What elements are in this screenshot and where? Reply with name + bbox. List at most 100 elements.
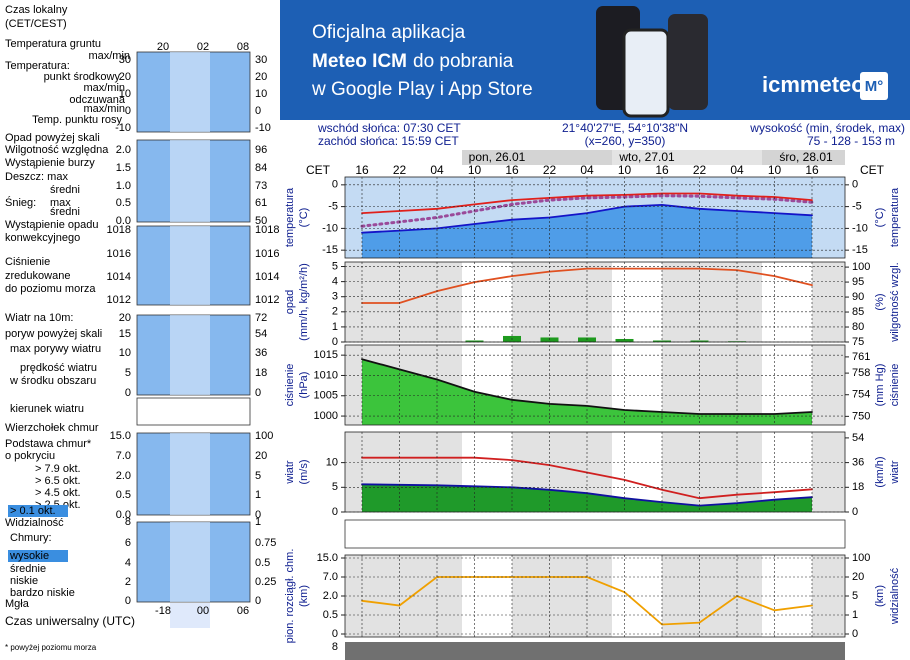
mini-tick-label: 0 [255,105,261,117]
axis-title: wiatr [889,460,901,485]
legend-text: Chmury: [10,532,52,544]
mini-tick-label: 84 [255,162,267,174]
axis-title: ciśnienie [284,364,296,407]
legend-text: (CET/CEST) [5,18,67,30]
mini-tick-label: 0.25 [255,576,276,588]
night-band [662,432,762,512]
elevation-label: wysokość (min, środek, max) [749,121,905,135]
y2-tick-label: 758 [852,367,870,379]
y-tick-label: -10 [322,222,338,234]
date-band [462,150,612,165]
sunrise: wschód słońca: 07:30 CET [317,121,461,135]
mini-tick-label: 1014 [255,271,279,283]
panel-frame [344,261,846,343]
mini-tick-label: 1.5 [116,162,131,174]
mini-tick-label: 0.5 [116,197,131,209]
x-tick-label: 16 [655,163,669,177]
y-tick-label: 1 [332,321,338,333]
mini-tick-label: 20 [119,312,131,324]
mini-tick-label: 1012 [255,294,279,306]
mini-day [170,52,210,132]
mini-tick-label: 0.75 [255,537,276,549]
night-band [812,262,845,342]
mini-tick-label: 0.0 [116,509,131,521]
mini-tick-label: 30 [255,54,267,66]
legend-text: Czas uniwersalny (UTC) [5,614,135,628]
mini-tick-label: 1018 [107,224,131,236]
mini-tick-label: 0 [255,595,261,607]
panel-frame [344,431,846,513]
mini-day [170,315,210,395]
y2-tick-label: 100 [852,552,870,564]
night-band [662,262,762,342]
mini-tick-label: 0.5 [116,489,131,501]
sunset: zachód słońca: 15:59 CET [318,134,459,148]
mini-tick-label: 18 [255,367,267,379]
legend-text: średni [50,206,80,218]
legend-text: Temp. punktu rosy [32,114,122,126]
y-tick-label: 2 [332,306,338,318]
mini-tick-label: 1016 [107,248,131,260]
y-tick-label: -5 [328,201,338,213]
axis-title: (km) [298,585,310,607]
legend-text: Widzialność [5,517,64,529]
legend-text: Wierzchołek chmur [5,422,99,434]
night-band [512,262,612,342]
utc-hour: 06 [237,605,249,617]
y2-tick-label: 5 [852,590,858,602]
legend-text: Czas lokalny [5,4,68,16]
mini-tick-label: 20 [119,71,131,83]
legend-text: Podstawa chmur* [5,438,92,450]
banner-text: w Google Play i App Store [311,79,533,100]
axis-title: ciśnienie [889,364,901,407]
mini-tick-label: 4 [125,557,131,569]
y2-tick-label: 750 [852,410,870,422]
y-tick-label: 3 [332,291,338,303]
x-tick-label: 22 [693,163,707,177]
banner[interactable] [280,0,910,120]
x-tick-label: 04 [730,163,744,177]
x-tick-label: 04 [430,163,444,177]
date-band [612,150,762,165]
mini-tick-label: 20 [255,71,267,83]
y2-tick-label: 0 [852,179,858,191]
legend-text: zredukowane [5,270,70,282]
axis-title: widzialność [889,567,901,625]
y2-tick-label: 0 [852,628,858,640]
mini-tick-label: 0 [255,509,261,521]
mini-tick-label: 30 [119,54,131,66]
mini-tick-label: 50 [255,215,267,227]
mini-tick-label: 0 [255,387,261,399]
axis-title: temperatura [889,187,901,247]
bar [653,340,671,342]
mini-tick-label: 1 [255,489,261,501]
mini-tick-label: 5 [255,470,261,482]
legend-text: > 6.5 okt. [35,475,81,487]
x-tick-label: 10 [468,163,482,177]
grid-coords: (x=260, y=350) [585,134,666,148]
area [362,359,812,425]
y2-tick-label: 761 [852,351,870,363]
logo-badge: M° [865,78,884,95]
legend-text: odczuwana [69,94,126,106]
mini-tick-label: -10 [255,122,271,134]
panel-frame [344,344,846,426]
local-hour: 02 [197,41,209,53]
mini-tick-label: 1 [255,516,261,528]
axis-title: pion. rozciągł. chm. [284,549,296,644]
mini-tick-label: 1018 [255,224,279,236]
y-tick-label: 0 [332,628,338,640]
mini-tick-label: 1012 [107,294,131,306]
coords: 21°40'27"E, 54°10'38"N [562,121,688,135]
legend-text: Opad powyżej skali [5,132,100,144]
mini-tick-label: 0 [125,595,131,607]
y-tick-label: 5 [332,260,338,272]
night-band [662,345,762,425]
legend-text: w środku obszaru [9,375,96,387]
axis-title: wiatr [284,460,296,485]
legend-text: poryw powyżej skali [5,328,102,340]
legend-text: do poziomu morza [5,283,96,295]
mini-tick-label: 10 [119,347,131,359]
y-tick-label: 1015 [314,349,338,361]
